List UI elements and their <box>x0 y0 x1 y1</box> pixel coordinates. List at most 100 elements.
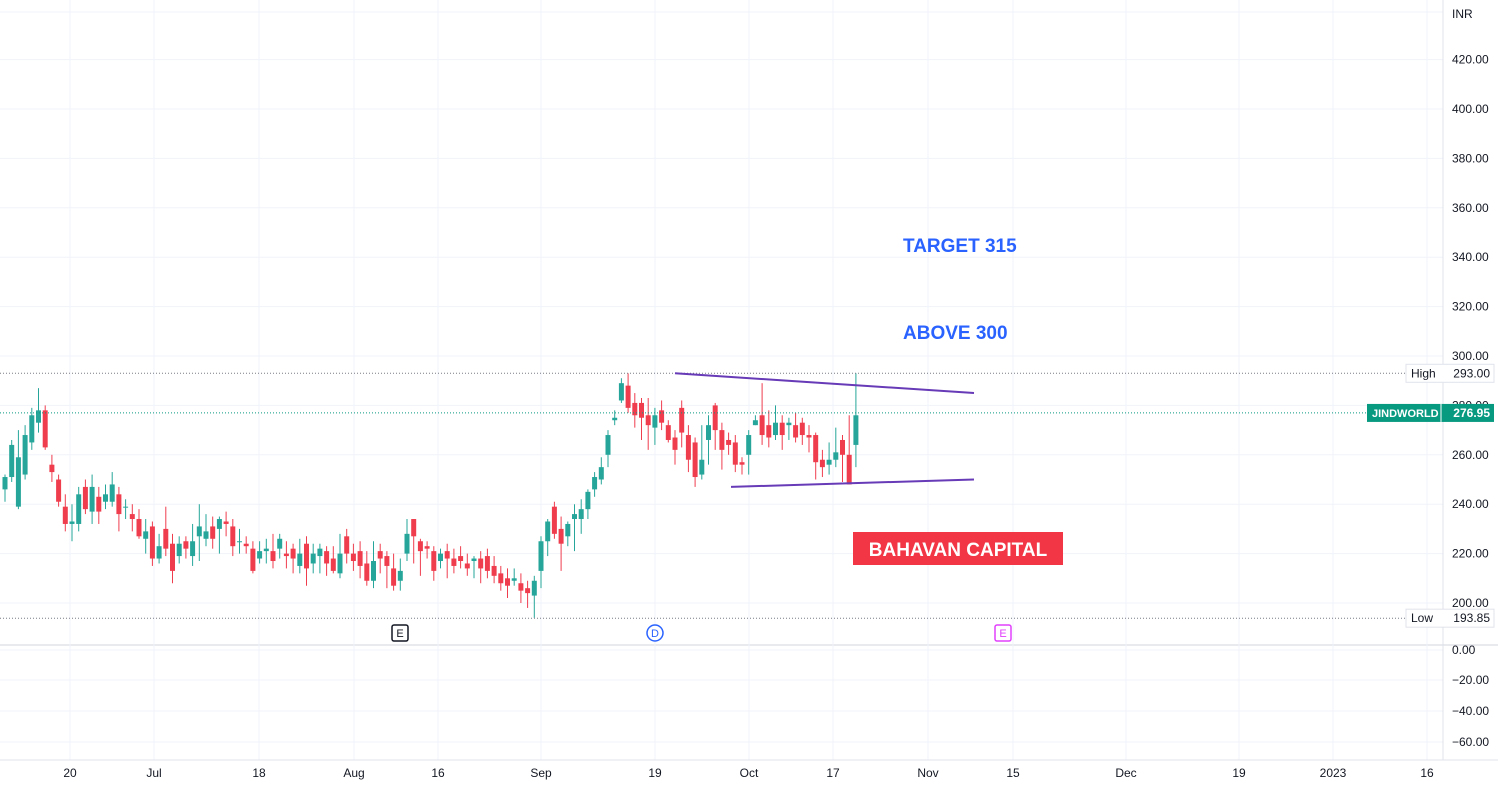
candle <box>759 383 765 445</box>
candle <box>444 543 450 579</box>
candle <box>451 548 457 574</box>
candle-body <box>625 385 631 408</box>
candle <box>2 474 8 502</box>
price-tick-label: 320.00 <box>1452 300 1489 314</box>
candle <box>424 541 430 559</box>
time-tick-label: Aug <box>343 766 364 780</box>
low-price-tag: Low 193.85 <box>1405 608 1495 628</box>
candle <box>371 541 376 589</box>
low-price-tag-label: Low <box>1411 611 1433 625</box>
candle-body <box>531 580 537 596</box>
candle <box>223 511 229 537</box>
candle <box>471 556 477 579</box>
candle-body <box>491 565 497 576</box>
candle-body <box>498 573 504 584</box>
dividend-marker-label: D <box>651 628 659 640</box>
candle-body <box>458 556 464 562</box>
candle-body <box>592 477 598 490</box>
candle-body <box>377 551 383 559</box>
candle-body <box>431 551 437 571</box>
candle <box>384 551 390 589</box>
candle <box>484 548 490 579</box>
candle-body <box>196 526 202 537</box>
candle <box>491 556 497 584</box>
candle <box>846 415 852 485</box>
candle <box>625 373 631 413</box>
candle-body <box>391 568 397 586</box>
candle-body <box>578 509 584 520</box>
time-tick-label: Nov <box>917 766 938 780</box>
candle-body <box>799 422 805 436</box>
candle <box>270 533 276 569</box>
candle-body <box>123 506 129 508</box>
candle <box>464 553 470 576</box>
time-axis[interactable]: 20 Jul 18 Aug 16 Sep 19 Oct 17 Nov 15 Dec 19 2023 16 <box>0 759 1498 780</box>
candle-body <box>706 425 711 440</box>
candle <box>652 407 658 445</box>
candle <box>243 536 249 554</box>
candle-body <box>270 551 276 562</box>
candle-body <box>732 442 738 465</box>
candle <box>330 546 336 574</box>
candle <box>136 509 142 539</box>
time-tick-label: 19 <box>648 766 662 780</box>
price-tick-label: 220.00 <box>1452 547 1489 561</box>
volume-tick-label: −20.00 <box>1452 673 1489 687</box>
price-axis[interactable]: INR 420.00 400.00 380.00 360.00 340.00 320.00 3… <box>1367 0 1495 760</box>
candle <box>739 457 745 475</box>
above-annotation: ABOVE 300 <box>903 323 1008 344</box>
candle <box>853 373 859 468</box>
candle-body <box>357 551 363 566</box>
candle <box>538 536 544 589</box>
candle <box>69 504 75 542</box>
candle-body <box>2 477 8 490</box>
candle-body <box>766 425 772 438</box>
earnings-marker: E <box>391 624 409 642</box>
candle <box>283 541 289 569</box>
candle <box>357 541 363 579</box>
currency-label: INR <box>1452 7 1473 21</box>
candle <box>404 519 410 562</box>
candle <box>766 410 772 448</box>
candle-body <box>511 578 517 581</box>
candle-body <box>170 543 175 571</box>
candle <box>511 568 517 586</box>
candle-body <box>478 558 484 569</box>
candle <box>699 425 705 480</box>
candle-body <box>397 570 403 581</box>
candle <box>82 479 88 515</box>
candle-body <box>639 402 644 418</box>
candle-body <box>69 521 75 524</box>
candle <box>103 484 108 510</box>
candle-body <box>505 578 510 586</box>
candle-body <box>826 459 832 465</box>
plot-area[interactable] <box>2 373 859 618</box>
candle-body <box>806 435 812 438</box>
earnings-marker-upcoming: E <box>994 624 1012 642</box>
candle-body <box>793 425 799 438</box>
candle-body <box>129 514 135 520</box>
candle <box>324 546 330 576</box>
candle <box>793 412 799 443</box>
candle <box>116 486 122 532</box>
time-tick-label: 2023 <box>1320 766 1347 780</box>
candle <box>458 546 464 569</box>
grid <box>0 0 1498 760</box>
candle <box>257 541 263 564</box>
candle-body <box>297 553 303 566</box>
candle <box>551 501 557 539</box>
candle-body <box>451 558 457 566</box>
candle-body <box>438 553 443 562</box>
candle-body <box>726 439 732 445</box>
earnings-marker-upcoming-box <box>994 624 1012 642</box>
candle-body <box>404 533 410 554</box>
overlay: TARGET 315 ABOVE 300 BAHAVAN CAPITAL E D E <box>0 236 1443 642</box>
price-tick-label: 300.00 <box>1452 349 1489 363</box>
candle <box>89 474 95 524</box>
candle-body <box>344 536 350 554</box>
candle <box>230 519 236 557</box>
candle <box>163 506 169 557</box>
candle-body <box>317 548 323 557</box>
